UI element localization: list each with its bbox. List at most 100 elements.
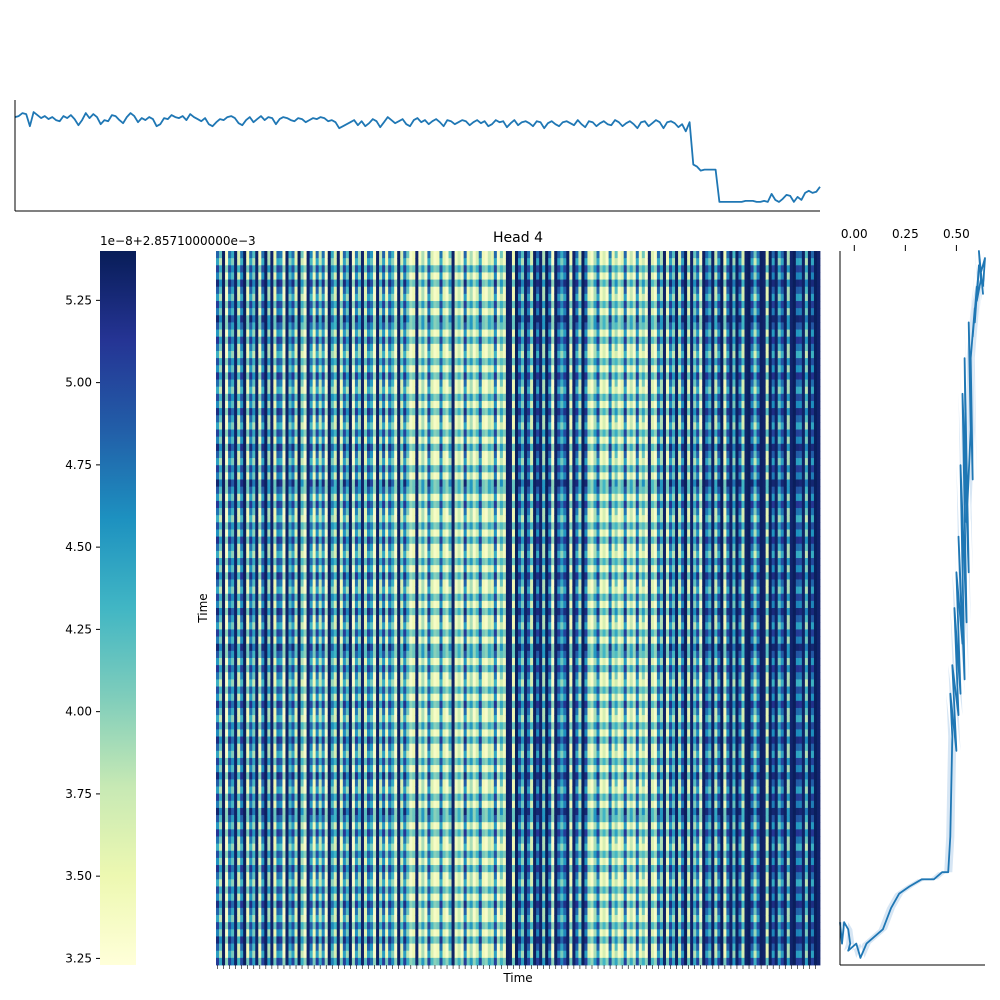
- heatmap-cell: [216, 286, 220, 295]
- heatmap-cell: [351, 336, 356, 345]
- heatmap-cell: [318, 765, 323, 773]
- heatmap-cell: [324, 657, 329, 666]
- heatmap-cell: [264, 650, 268, 659]
- heatmap-cell: [336, 722, 341, 730]
- heatmap-cell: [237, 436, 241, 445]
- heatmap-cell: [288, 872, 292, 880]
- heatmap-cell: [357, 715, 362, 723]
- heatmap-cell: [306, 500, 311, 509]
- heatmap-cell: [291, 665, 295, 673]
- heatmap-cell: [339, 693, 344, 702]
- heatmap-cell: [273, 772, 277, 780]
- heatmap-cell: [312, 729, 317, 737]
- heatmap-cell: [321, 329, 326, 338]
- heatmap-cell: [255, 665, 259, 673]
- heatmap-cell: [339, 550, 344, 559]
- heatmap-cell: [306, 665, 311, 673]
- heatmap-cell: [357, 950, 362, 959]
- heatmap-cell: [336, 872, 341, 880]
- heatmap-cell: [342, 279, 347, 288]
- heatmap-cell: [342, 643, 347, 652]
- heatmap-cell: [282, 865, 286, 873]
- heatmap-cell: [330, 807, 335, 816]
- heatmap-cell: [264, 350, 268, 359]
- heatmap-cell: [291, 622, 295, 630]
- heatmap-cell: [285, 286, 289, 295]
- heatmap-cell: [354, 886, 359, 894]
- heatmap-cell: [276, 315, 280, 323]
- heatmap-cell: [231, 479, 235, 488]
- heatmap-cell: [339, 907, 344, 916]
- heatmap-cell: [363, 586, 368, 595]
- heatmap-cell: [303, 293, 307, 302]
- heatmap-cell: [249, 300, 253, 309]
- heatmap-cell: [297, 750, 301, 759]
- heatmap-cell: [216, 336, 220, 345]
- heatmap-cell: [225, 365, 229, 373]
- heatmap-cell: [267, 786, 271, 795]
- heatmap-cell: [273, 379, 277, 388]
- heatmap-cell: [219, 336, 223, 345]
- heatmap-cell: [270, 686, 274, 695]
- heatmap-cell: [342, 757, 347, 766]
- heatmap-cell: [279, 536, 283, 545]
- heatmap-cell: [264, 893, 268, 902]
- heatmap-cell: [336, 365, 341, 373]
- heatmap-cell: [222, 672, 226, 680]
- heatmap-cell: [249, 957, 253, 966]
- heatmap-cell: [231, 415, 235, 423]
- heatmap-cell: [315, 915, 320, 923]
- heatmap-cell: [351, 343, 356, 352]
- heatmap-cell: [279, 458, 283, 466]
- heatmap-cell: [330, 786, 335, 795]
- heatmap-cell: [354, 600, 359, 609]
- heatmap-cell: [360, 750, 365, 759]
- heatmap-cell: [240, 450, 244, 459]
- heatmap-cell: [315, 943, 320, 952]
- heatmap-cell: [330, 315, 335, 323]
- heatmap-cell: [360, 486, 365, 495]
- heatmap-cell: [270, 843, 274, 852]
- heatmap-cell: [291, 515, 295, 523]
- heatmap-cell: [237, 422, 241, 430]
- heatmap-cell: [282, 508, 286, 516]
- heatmap-cell: [306, 322, 311, 330]
- heatmap-cell: [348, 629, 353, 637]
- heatmap-cell: [267, 907, 271, 916]
- heatmap-cell: [297, 543, 301, 552]
- heatmap-cell: [360, 850, 365, 859]
- heatmap-cell: [333, 315, 338, 323]
- heatmap-cell: [225, 765, 229, 773]
- heatmap-cell: [288, 815, 292, 823]
- heatmap-cell: [360, 500, 365, 509]
- heatmap-cell: [246, 358, 250, 366]
- heatmap-cell: [303, 865, 307, 873]
- heatmap-cell: [261, 286, 265, 295]
- heatmap-cell: [300, 829, 304, 837]
- heatmap-cell: [291, 850, 295, 859]
- heatmap-cell: [327, 750, 332, 759]
- heatmap-cell: [354, 493, 359, 502]
- heatmap-cell: [222, 715, 226, 723]
- heatmap-cell: [336, 251, 341, 259]
- heatmap-cell: [312, 350, 317, 359]
- heatmap-cell: [300, 750, 304, 759]
- heatmap-cell: [297, 879, 301, 887]
- heatmap-cell: [228, 408, 232, 416]
- heatmap-cell: [282, 686, 286, 695]
- heatmap-cell: [219, 736, 223, 745]
- heatmap-cell: [318, 807, 323, 816]
- heatmap-cell: [255, 865, 259, 873]
- heatmap-cell: [303, 422, 307, 430]
- heatmap-cell: [258, 850, 262, 859]
- heatmap-cell: [273, 251, 277, 259]
- heatmap-cell: [267, 793, 271, 802]
- heatmap-cell: [258, 479, 262, 488]
- heatmap-cell: [240, 800, 244, 809]
- heatmap-cell: [339, 415, 344, 423]
- heatmap-cell: [264, 836, 268, 845]
- heatmap-cell: [234, 258, 238, 266]
- heatmap-cell: [318, 650, 323, 659]
- heatmap-cell: [309, 265, 314, 273]
- heatmap-cell: [342, 429, 347, 438]
